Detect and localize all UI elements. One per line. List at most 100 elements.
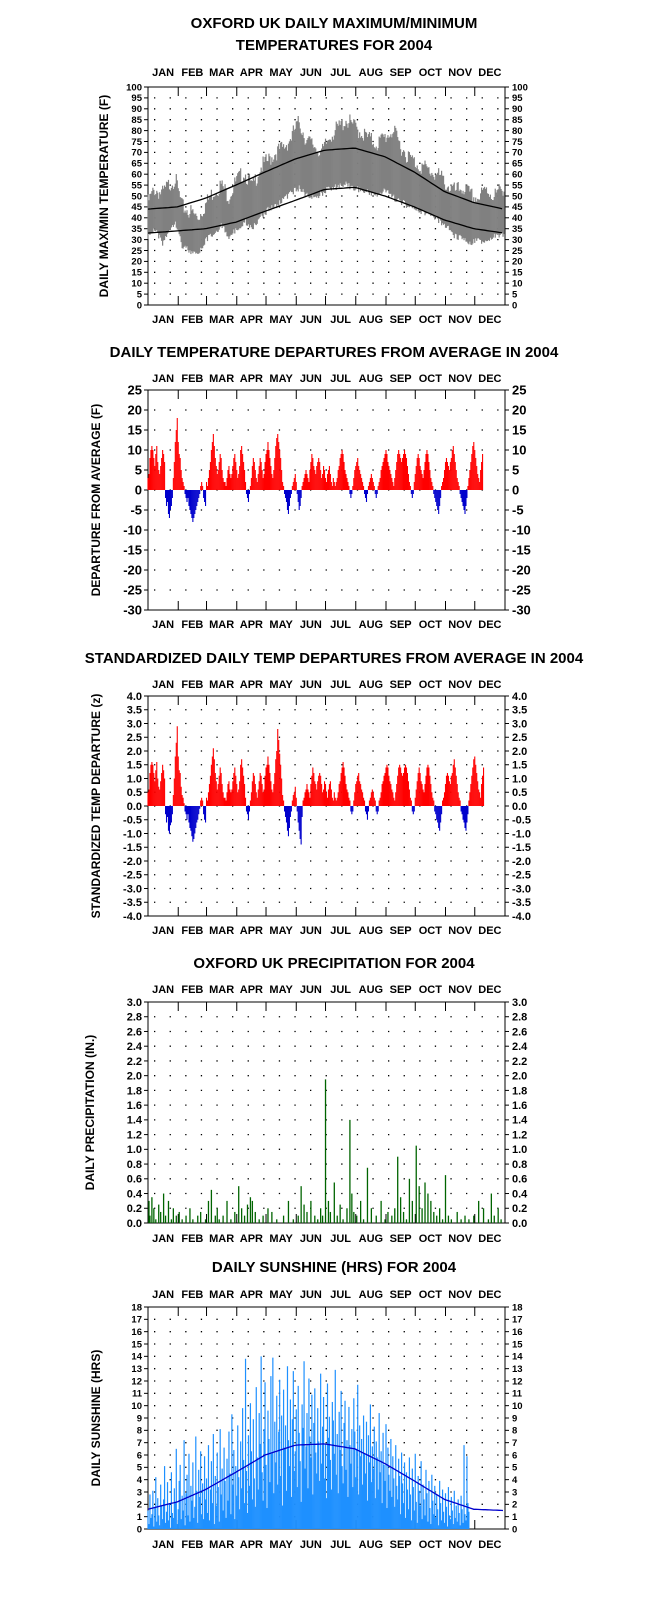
y-tick-label: 2.0 — [127, 1071, 142, 1083]
month-label: JAN — [152, 925, 174, 937]
y-tick-label: 1.0 — [127, 1144, 142, 1156]
month-label: APR — [240, 1233, 263, 1245]
month-label: JUL — [330, 679, 351, 691]
month-label: JUN — [300, 67, 322, 79]
month-label: DEC — [478, 67, 501, 79]
marks-maxmin — [147, 114, 505, 255]
y-tick-label: 70 — [131, 148, 142, 159]
y-tick-label-right: 3.0 — [512, 718, 527, 730]
month-label: OCT — [419, 1233, 443, 1245]
y-tick-label-right: 0.4 — [512, 1188, 528, 1200]
y-tick-label: 100 — [126, 82, 142, 93]
y-tick-label: 0.6 — [127, 1174, 142, 1186]
month-label: FEB — [181, 314, 203, 326]
y-tick-label: -3.5 — [123, 897, 142, 909]
chart-title: STANDARDIZED DAILY TEMP DEPARTURES FROM … — [85, 650, 584, 667]
month-label: JUN — [300, 373, 322, 385]
y-tick-label-right: 100 — [512, 82, 528, 93]
month-label: DEC — [478, 1289, 501, 1301]
y-tick-label-right: 50 — [512, 191, 523, 202]
month-label: MAY — [269, 314, 293, 326]
y-tick-label-right: 7 — [512, 1438, 517, 1449]
month-label: NOV — [448, 314, 473, 326]
month-label: JUL — [330, 984, 351, 996]
month-label: JUN — [300, 1233, 322, 1245]
y-tick-label-right: 14 — [512, 1352, 523, 1363]
month-label: JUL — [330, 1539, 351, 1551]
y-tick-label-right: 3.0 — [512, 997, 527, 1009]
month-label: MAR — [209, 619, 234, 631]
y-tick-label-right: 10 — [512, 443, 526, 458]
y-axis-label: DAILY PRECIPITATION (IN.) — [83, 1035, 97, 1191]
y-tick-label: 25 — [131, 246, 142, 257]
y-tick-label: 0 — [135, 483, 142, 498]
month-label: AUG — [359, 67, 383, 79]
y-tick-label: 25 — [128, 383, 142, 398]
y-tick-label-right: 15 — [512, 1339, 523, 1350]
y-tick-label-right: 2.2 — [512, 1056, 527, 1068]
y-tick-label-right: 1.0 — [512, 773, 527, 785]
month-label: SEP — [390, 679, 412, 691]
y-tick-label: 6 — [137, 1450, 142, 1461]
month-label: FEB — [181, 373, 203, 385]
month-label: JAN — [152, 1539, 174, 1551]
y-tick-label-right: -0.5 — [512, 815, 531, 827]
month-label: FEB — [181, 925, 203, 937]
month-label: MAY — [269, 67, 293, 79]
chart-title: TEMPERATURES FOR 2004 — [236, 37, 433, 54]
month-label: DEC — [478, 373, 501, 385]
month-label: FEB — [181, 619, 203, 631]
y-tick-label-right: 6 — [512, 1450, 517, 1461]
month-label: DEC — [478, 984, 501, 996]
month-label: FEB — [181, 1539, 203, 1551]
y-tick-label: 13 — [131, 1364, 142, 1375]
y-tick-label-right: 10 — [512, 279, 523, 290]
y-tick-label: 4.0 — [127, 691, 142, 703]
month-label: JUL — [330, 1289, 351, 1301]
y-tick-label-right: 15 — [512, 268, 523, 279]
y-tick-label-right: 0.2 — [512, 1203, 527, 1215]
y-tick-label: -20 — [123, 563, 142, 578]
y-tick-label-right: 3 — [512, 1487, 517, 1498]
y-tick-label-right: 1.4 — [512, 1115, 528, 1127]
y-tick-label: 5 — [137, 1463, 143, 1474]
month-label: JAN — [152, 679, 174, 691]
y-tick-label: 9 — [137, 1413, 142, 1424]
y-tick-label-right: -1.0 — [512, 828, 531, 840]
y-tick-label-right: 85 — [512, 115, 523, 126]
y-tick-label: 0 — [137, 1524, 142, 1535]
month-label: MAR — [209, 1233, 234, 1245]
y-tick-label: -2.0 — [123, 856, 142, 868]
month-label: NOV — [448, 984, 473, 996]
y-tick-label: 5 — [137, 289, 143, 300]
y-tick-label-right: 65 — [512, 159, 523, 170]
y-tick-label-right: 45 — [512, 202, 523, 213]
month-label: NOV — [448, 1233, 473, 1245]
month-label: JAN — [152, 619, 174, 631]
y-tick-label: 2.8 — [127, 1012, 142, 1024]
month-label: MAY — [269, 373, 293, 385]
month-label: FEB — [181, 984, 203, 996]
y-tick-label: 1.5 — [127, 760, 142, 772]
y-tick-label-right: 30 — [512, 235, 523, 246]
month-label: APR — [240, 679, 263, 691]
sunshine-average-curve — [147, 1443, 504, 1512]
y-tick-label-right: 0.0 — [512, 801, 527, 813]
y-tick-label-right: 25 — [512, 383, 526, 398]
y-tick-label: 85 — [131, 115, 142, 126]
month-label: MAR — [209, 984, 234, 996]
month-label: JUN — [300, 679, 322, 691]
y-tick-label-right: -1.5 — [512, 842, 531, 854]
y-tick-label: 0 — [137, 300, 142, 311]
y-tick-label-right: 0.6 — [512, 1174, 527, 1186]
month-label: APR — [240, 925, 263, 937]
y-tick-label-right: 9 — [512, 1413, 517, 1424]
y-axis-label: DAILY SUNSHINE (HRS) — [89, 1350, 103, 1487]
month-label: APR — [240, 314, 263, 326]
month-label: JUL — [330, 619, 351, 631]
y-tick-label: 95 — [131, 93, 142, 104]
month-label: JAN — [152, 1289, 174, 1301]
y-tick-label: 80 — [131, 126, 142, 137]
y-tick-label-right: 1.6 — [512, 1100, 527, 1112]
